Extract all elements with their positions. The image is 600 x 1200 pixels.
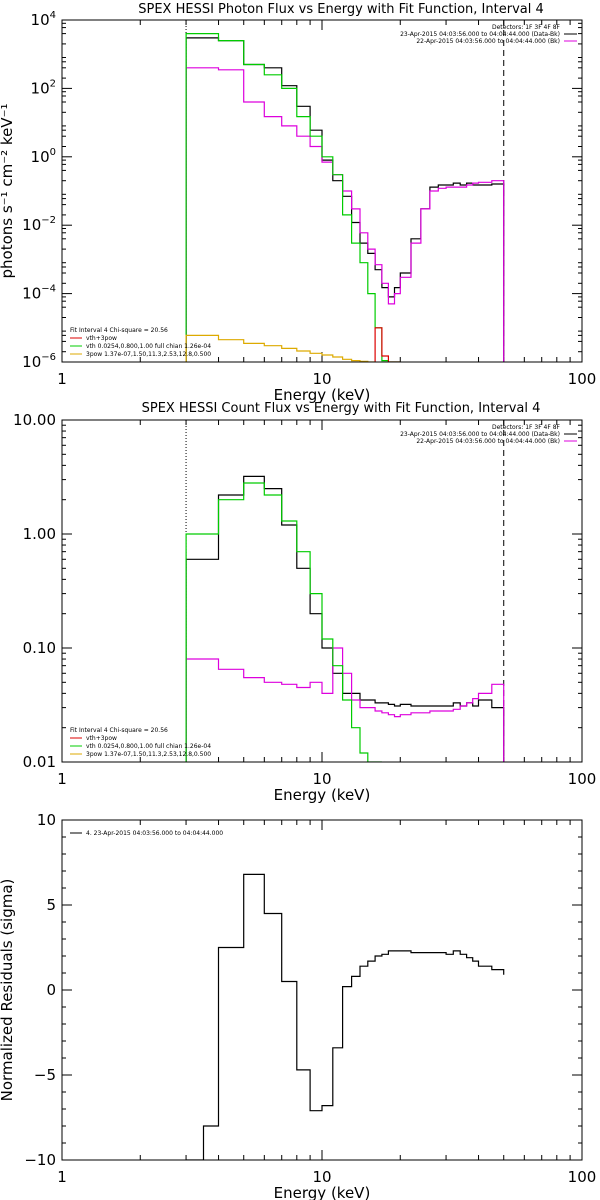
x-tick-label: 100 [568,1168,597,1186]
series-line-2 [185,482,382,762]
legend-right-entry: 23-Apr-2015 04:03:56.000 to 04:04:44.000… [400,31,560,38]
legend-left-entry: Fit Interval 4 Chi-square = 20.56 [70,727,168,734]
legend-right-entry: Detectors: 1F 3F 4F 8F [492,424,561,431]
y-tick-base: 10 [37,811,56,829]
legend-left-entry: Fit Interval 4 Chi-square = 20.56 [70,327,168,334]
y-tick-base: 10.00 [13,411,56,429]
y-tick-exponent: 0 [50,147,56,158]
series-line-1 [185,67,505,362]
legend-left-entry: vth+3pow [86,335,117,342]
x-tick-label: 10 [312,370,331,388]
y-tick-base: −5 [34,1066,56,1084]
plot-frame [61,819,583,1161]
y-tick-base: 10 [22,353,41,371]
series-line-2 [185,33,401,362]
y-tick-label: −10 [24,1151,56,1169]
series-line-0 [185,37,505,362]
y-tick-label: 0.10 [23,639,56,657]
x-tick-label: 100 [568,370,597,388]
y-tick-base: 10 [22,216,41,234]
plot-area [185,20,505,362]
x-tick-label: 10 [312,1168,331,1186]
y-axis-title: Normalized Residuals (sigma) [0,879,16,1102]
series-line-0 [185,475,505,762]
y-tick-base: 10 [31,148,50,166]
y-tick-exponent: −2 [41,215,56,226]
y-tick-base: 10 [31,11,50,29]
panel-title: SPEX HESSI Count Flux vs Energy with Fit… [142,401,541,416]
y-tick-exponent: 4 [50,10,56,21]
plot-area [185,420,505,762]
y-tick-label: −5 [34,1066,56,1084]
y-tick-label: 10−4 [22,284,56,303]
plot-frame [61,19,583,363]
count-flux-panel: SPEX HESSI Count Flux vs Energy with Fit… [13,401,596,804]
plot-frame [61,419,583,763]
y-tick-base: 0.01 [23,753,56,771]
x-tick-label: 1 [57,370,67,388]
series-line-3 [374,327,401,362]
y-tick-exponent: −6 [41,352,56,363]
y-tick-base: 5 [46,896,56,914]
y-tick-exponent: 2 [50,78,56,89]
y-tick-base: 10 [31,79,50,97]
panel-title: SPEX HESSI Photon Flux vs Energy with Fi… [138,2,544,17]
y-tick-label: 5 [46,896,56,914]
photon-flux-panel: SPEX HESSI Photon Flux vs Energy with Fi… [0,2,596,404]
y-tick-label: 104 [31,10,56,29]
y-tick-label: 0.01 [23,753,56,771]
y-tick-base: −10 [24,1151,56,1169]
y-tick-label: 10.00 [13,411,56,429]
legend-right-entry: 23-Apr-2015 04:03:56.000 to 04:04:44.000… [400,431,560,438]
y-tick-base: 0.10 [23,639,56,657]
x-axis-title: Energy (keV) [274,1184,371,1200]
legend-left-entry: vth 0.0254,0.800,1.00 full chian 1.26e-0… [86,343,211,350]
y-tick-label: 10 [37,811,56,829]
y-tick-base: 0 [46,981,56,999]
y-tick-base: 1.00 [23,525,56,543]
legend-left-entry: 3pow 1.37e-07,1.50,11.3,2.53,12.8,0.500 [86,751,211,758]
x-tick-label: 10 [312,770,331,788]
legend-left-entry: 4. 23-Apr-2015 04:03:56.000 to 04:04:44.… [86,830,223,837]
y-tick-label: 1.00 [23,525,56,543]
y-tick-label: 10−2 [22,215,56,234]
legend-left-entry: 3pow 1.37e-07,1.50,11.3,2.53,12.8,0.500 [86,351,211,358]
y-tick-base: 10 [22,285,41,303]
x-tick-label: 1 [57,1168,67,1186]
y-tick-label: 0 [46,981,56,999]
legend-right-entry: Detectors: 1F 3F 4F 8F [492,24,561,31]
legend-left-entry: vth 0.0254,0.800,1.00 full chian 1.26e-0… [86,743,211,750]
y-tick-label: 10−6 [22,352,56,371]
series-line-4 [185,334,376,362]
plot-area [186,873,505,1160]
x-tick-label: 1 [57,770,67,788]
x-axis-title: Energy (keV) [274,786,371,804]
x-tick-label: 100 [568,770,597,788]
x-axis-title: Energy (keV) [274,386,371,404]
y-tick-label: 102 [31,78,56,97]
legend-left-entry: vth+3pow [86,735,117,742]
legend-right-entry: 22-Apr-2015 04:03:56.000 to 04:04:44.000… [416,38,560,45]
series-line-1 [185,647,505,762]
y-tick-label: 100 [31,147,56,166]
y-tick-exponent: −4 [41,284,56,295]
series-line-0 [186,873,505,1160]
y-axis-title: photons s⁻¹ cm⁻² keV⁻¹ [0,104,16,279]
legend-right-entry: 22-Apr-2015 04:03:56.000 to 04:04:44.000… [416,438,560,445]
